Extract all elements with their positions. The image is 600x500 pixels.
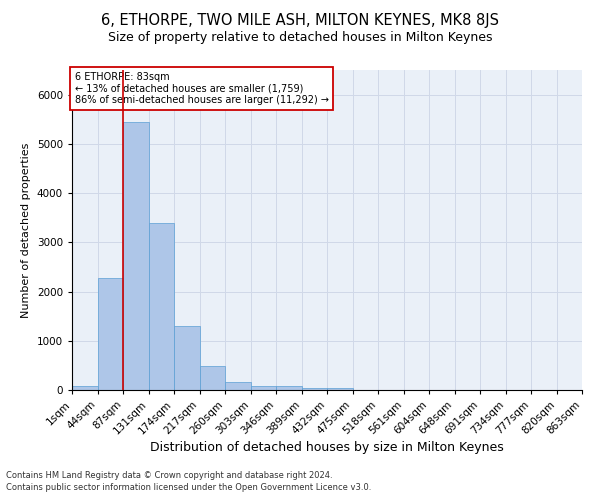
Y-axis label: Number of detached properties: Number of detached properties	[21, 142, 31, 318]
Bar	[174, 326, 199, 390]
Bar	[97, 278, 123, 390]
Bar	[72, 386, 97, 390]
Bar	[276, 386, 302, 390]
Bar	[327, 388, 353, 390]
Bar	[225, 382, 251, 390]
Bar	[199, 366, 225, 390]
Text: 6 ETHORPE: 83sqm
← 13% of detached houses are smaller (1,759)
86% of semi-detach: 6 ETHORPE: 83sqm ← 13% of detached house…	[74, 72, 329, 105]
Bar	[149, 223, 174, 390]
Bar	[302, 388, 327, 390]
Text: Contains public sector information licensed under the Open Government Licence v3: Contains public sector information licen…	[6, 484, 371, 492]
Text: Size of property relative to detached houses in Milton Keynes: Size of property relative to detached ho…	[108, 31, 492, 44]
Text: 6, ETHORPE, TWO MILE ASH, MILTON KEYNES, MK8 8JS: 6, ETHORPE, TWO MILE ASH, MILTON KEYNES,…	[101, 12, 499, 28]
Text: Contains HM Land Registry data © Crown copyright and database right 2024.: Contains HM Land Registry data © Crown c…	[6, 471, 332, 480]
Bar	[123, 122, 149, 390]
X-axis label: Distribution of detached houses by size in Milton Keynes: Distribution of detached houses by size …	[150, 442, 504, 454]
Bar	[251, 386, 276, 390]
